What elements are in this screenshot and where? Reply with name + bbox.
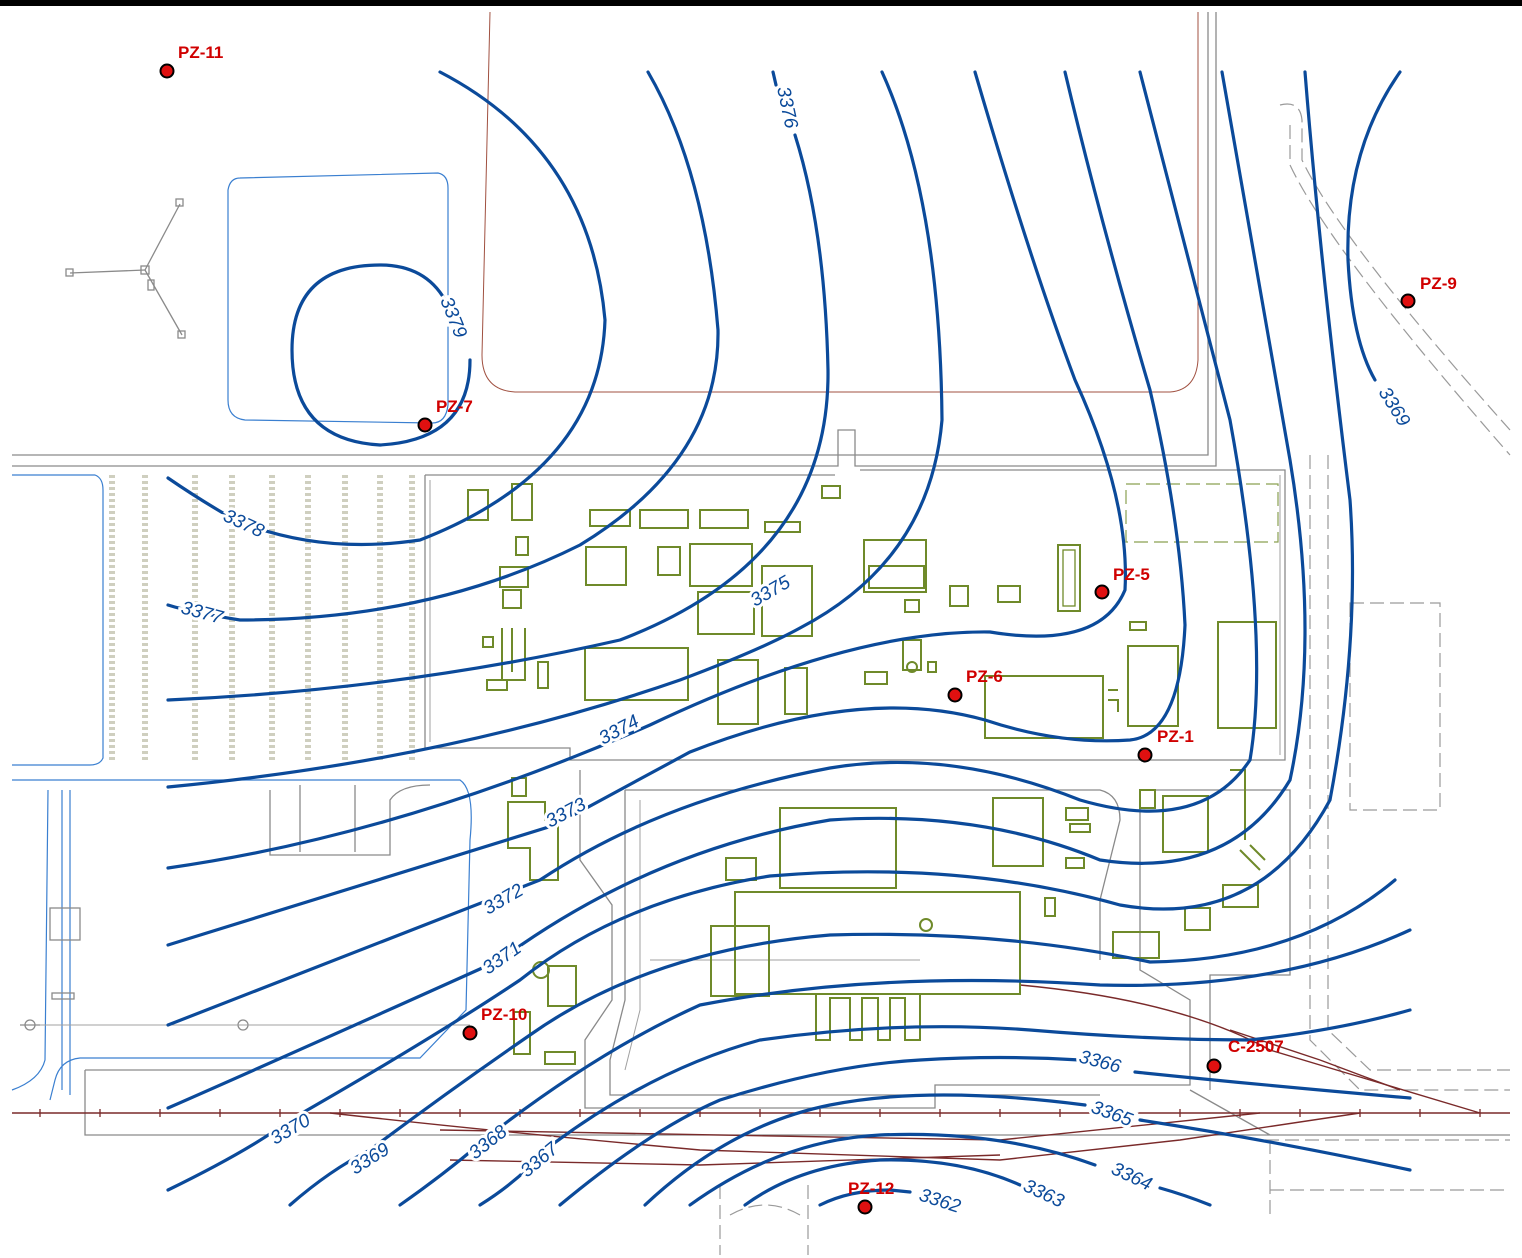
well-marker-icon[interactable] <box>1400 293 1416 309</box>
contour-3375 <box>166 70 944 789</box>
well-label: PZ-7 <box>436 397 473 416</box>
well-marker-icon[interactable] <box>1206 1058 1222 1074</box>
contour-label-3374: 3374 <box>595 711 642 749</box>
contour-3379 <box>290 263 472 447</box>
contour-label-3379: 3379 <box>435 294 470 341</box>
contour-label-3371: 3371 <box>479 938 526 979</box>
contour-3369b <box>1346 70 1402 382</box>
contour-3378 <box>166 70 607 547</box>
south-entry-road <box>719 1185 809 1255</box>
contour-label-3365: 3365 <box>1088 1097 1135 1131</box>
contour-lines <box>166 70 1412 1207</box>
contour-label-3377: 3377 <box>179 598 227 630</box>
well-marker-icon[interactable] <box>857 1199 873 1215</box>
well-pz-12[interactable]: PZ-12 <box>848 1179 894 1215</box>
well-pz-5[interactable]: PZ-5 <box>1094 565 1150 600</box>
well-marker-icon[interactable] <box>1137 747 1153 763</box>
road-north-edge <box>12 12 1217 467</box>
well-marker-icon[interactable] <box>417 417 433 433</box>
contour-3373 <box>166 70 1187 947</box>
well-label: C-2507 <box>1228 1037 1284 1056</box>
well-label: PZ-6 <box>966 667 1003 686</box>
contour-3369 <box>288 878 1397 1207</box>
contour-3372 <box>166 70 1259 1027</box>
contour-label-3369: 3369 <box>347 1139 394 1179</box>
contour-label-3367: 3367 <box>517 1138 564 1182</box>
well-marker-icon[interactable] <box>1094 584 1110 600</box>
well-label: PZ-1 <box>1157 727 1194 746</box>
well-pz-11[interactable]: PZ-11 <box>159 43 224 79</box>
contour-3368 <box>398 928 1412 1207</box>
contour-3363 <box>743 1158 1022 1207</box>
well-pz-6[interactable]: PZ-6 <box>947 667 1003 703</box>
well-pz-1[interactable]: PZ-1 <box>1137 727 1194 763</box>
planned-building <box>1125 483 1279 543</box>
well-marker-icon[interactable] <box>462 1025 478 1041</box>
contour-label-3362: 3362 <box>916 1185 963 1218</box>
east-road-dashed <box>1279 103 1511 456</box>
railroad <box>12 984 1510 1166</box>
buildings <box>467 483 1277 1065</box>
well-label: PZ-12 <box>848 1179 894 1198</box>
contour-label-3369-east: 3369 <box>1374 384 1414 431</box>
east-road-south <box>1309 455 1510 1091</box>
tripod-symbol <box>65 198 186 339</box>
contour-3374 <box>166 70 1127 870</box>
well-marker-icon[interactable] <box>947 687 963 703</box>
contour-label-3372: 3372 <box>480 880 527 920</box>
contour-3362 <box>818 1188 912 1207</box>
contour-label-3370: 3370 <box>267 1110 314 1150</box>
contour-3376 <box>166 70 830 702</box>
contour-3377 <box>166 70 720 622</box>
well-label: PZ-10 <box>481 1005 527 1024</box>
entrance-road <box>269 784 431 856</box>
well-c-2507[interactable]: C-2507 <box>1206 1037 1284 1074</box>
well-pz-7[interactable]: PZ-7 <box>417 397 473 433</box>
well-pz-9[interactable]: PZ-9 <box>1400 274 1457 309</box>
south-yard-boundary <box>579 770 1291 1109</box>
contour-label-3364: 3364 <box>1108 1158 1155 1195</box>
drainage-channel <box>11 779 472 1101</box>
well-label: PZ-9 <box>1420 274 1457 293</box>
inner-road-loop <box>609 789 1121 1096</box>
utility-symbols <box>20 992 470 1031</box>
facility-fence <box>424 469 1286 761</box>
contour-3367 <box>478 1008 1412 1207</box>
property-boundary <box>481 11 1199 393</box>
contour-3365 <box>643 1093 1412 1207</box>
contour-3371 <box>166 70 1307 1110</box>
base-map <box>11 11 1511 1255</box>
contour-label-3373: 3373 <box>542 794 590 833</box>
contour-3364 <box>688 1132 1212 1207</box>
contour-3366 <box>558 1055 1412 1207</box>
culvert-box <box>49 907 81 941</box>
pond-outline <box>227 172 449 424</box>
well-label: PZ-11 <box>178 43 223 62</box>
southeast-road <box>1265 1139 1510 1220</box>
east-pad <box>1349 602 1441 811</box>
facility-fence-inner <box>429 475 1281 755</box>
monitoring-wells: PZ-11 PZ-7 PZ-9 PZ-5 PZ-6 PZ-1 PZ-10 C- <box>159 43 1457 1215</box>
parking-edge-west <box>12 474 104 766</box>
contour-3370 <box>166 70 1355 1192</box>
contour-label-3366: 3366 <box>1077 1047 1124 1078</box>
well-pz-10[interactable]: PZ-10 <box>462 1005 528 1041</box>
contour-label-3376: 3376 <box>772 85 801 131</box>
top-border <box>0 0 1522 6</box>
contour-label-3375: 3375 <box>747 572 794 612</box>
well-marker-icon[interactable] <box>159 63 175 79</box>
contour-label-3363: 3363 <box>1020 1175 1068 1212</box>
parking-lot <box>109 475 415 760</box>
well-label: PZ-5 <box>1113 565 1150 584</box>
contour-label-3378: 3378 <box>220 505 268 542</box>
